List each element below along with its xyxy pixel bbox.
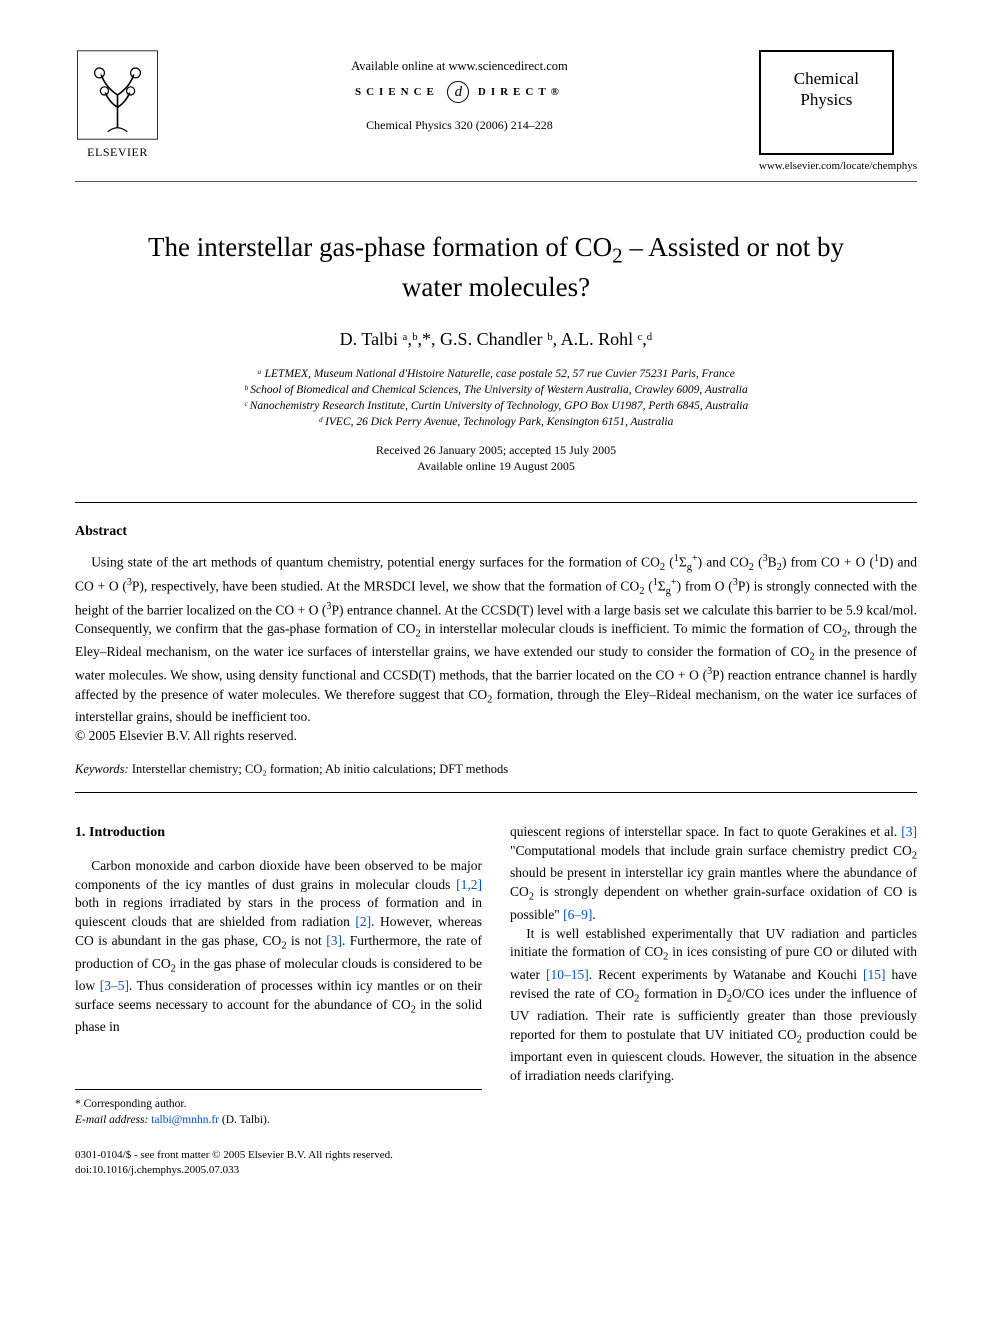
intro-heading: 1. Introduction (75, 823, 482, 843)
email-label: E-mail address: (75, 1114, 148, 1126)
publisher-name: ELSEVIER (75, 144, 160, 160)
article-title: The interstellar gas-phase formation of … (125, 230, 867, 305)
body-columns: 1. Introduction Carbon monoxide and carb… (75, 823, 917, 1128)
publisher-block: ELSEVIER (75, 50, 160, 160)
available-online-date: Available online 19 August 2005 (75, 458, 917, 474)
authors: D. Talbi ᵃ,ᵇ,*, G.S. Chandler ᵇ, A.L. Ro… (75, 327, 917, 351)
intro-col2-p2: It is well established experimentally th… (510, 925, 917, 1087)
email-line: E-mail address: talbi@mnhn.fr (D. Talbi)… (75, 1112, 482, 1128)
affiliation-d: ᵈ IVEC, 26 Dick Perry Avenue, Technology… (75, 414, 917, 430)
keywords-label: Keywords: (75, 762, 129, 776)
column-right: quiescent regions of interstellar space.… (510, 823, 917, 1128)
article-dates: Received 26 January 2005; accepted 15 Ju… (75, 442, 917, 474)
abstract-heading: Abstract (75, 523, 917, 542)
journal-name-line1: Chemical (775, 68, 878, 89)
abstract-bottom-rule (75, 792, 917, 793)
footer-doi: doi:10.1016/j.chemphys.2005.07.033 (75, 1163, 917, 1178)
sd-glyph-icon: d (447, 81, 469, 103)
keywords-text: Interstellar chemistry; CO₂ formation; A… (129, 762, 508, 776)
abstract-body: Using state of the art methods of quantu… (75, 552, 917, 727)
intro-col1: Carbon monoxide and carbon dioxide have … (75, 857, 482, 1038)
elsevier-tree-icon (75, 50, 160, 140)
column-left: 1. Introduction Carbon monoxide and carb… (75, 823, 482, 1128)
sd-right: DIRECT® (478, 86, 564, 98)
sciencedirect-logo: SCIENCE d DIRECT® (355, 81, 564, 103)
affiliation-b: ᵇ School of Biomedical and Chemical Scie… (75, 382, 917, 398)
affiliation-c: ᶜ Nanochemistry Research Institute, Curt… (75, 398, 917, 414)
received-accepted: Received 26 January 2005; accepted 15 Ju… (75, 442, 917, 458)
header-rule (75, 181, 917, 182)
affiliation-a: ᵃ LETMEX, Museum National d'Histoire Nat… (75, 366, 917, 382)
sd-left: SCIENCE (355, 86, 439, 98)
journal-name-box: Chemical Physics (759, 50, 894, 155)
available-online-text: Available online at www.sciencedirect.co… (160, 58, 759, 75)
journal-name-line2: Physics (775, 89, 878, 110)
copyright-line: © 2005 Elsevier B.V. All rights reserved… (75, 727, 917, 745)
header-center: Available online at www.sciencedirect.co… (160, 50, 759, 133)
page-header: ELSEVIER Available online at www.science… (75, 50, 917, 173)
footer-line1: 0301-0104/$ - see front matter © 2005 El… (75, 1148, 917, 1163)
journal-brand-block: Chemical Physics www.elsevier.com/locate… (759, 50, 917, 173)
journal-url: www.elsevier.com/locate/chemphys (759, 159, 917, 174)
intro-col2-p1: quiescent regions of interstellar space.… (510, 823, 917, 925)
email-who: (D. Talbi). (222, 1114, 270, 1126)
affiliations: ᵃ LETMEX, Museum National d'Histoire Nat… (75, 366, 917, 430)
keywords: Keywords: Interstellar chemistry; CO₂ fo… (75, 761, 917, 778)
corresponding-author: * Corresponding author. (75, 1096, 482, 1112)
title-sub: 2 (612, 244, 623, 268)
title-pre: The interstellar gas-phase formation of … (148, 232, 612, 262)
page-footer: 0301-0104/$ - see front matter © 2005 El… (75, 1148, 917, 1178)
author-email[interactable]: talbi@mnhn.fr (151, 1114, 219, 1126)
footnote-block: * Corresponding author. E-mail address: … (75, 1089, 482, 1128)
abstract-top-rule (75, 502, 917, 503)
abstract-text: Using state of the art methods of quantu… (75, 552, 917, 727)
journal-citation: Chemical Physics 320 (2006) 214–228 (160, 117, 759, 133)
